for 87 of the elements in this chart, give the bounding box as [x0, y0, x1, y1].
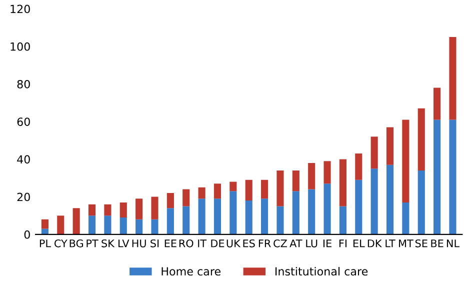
bar — [151, 196, 158, 220]
bar — [104, 204, 112, 216]
bar — [230, 191, 237, 234]
x-tick-label: BG — [70, 239, 83, 248]
x-tick-label: IT — [198, 240, 207, 248]
x-tick-label: LU — [306, 240, 318, 248]
x-tick-label: FI — [339, 240, 346, 248]
bar — [449, 36, 456, 120]
bar — [339, 159, 346, 206]
bar — [370, 136, 378, 169]
legend-label: Institutional care — [276, 266, 368, 276]
bar — [449, 120, 456, 234]
bar — [276, 170, 284, 206]
bar — [214, 198, 222, 234]
bar — [136, 219, 143, 234]
x-tick-label: HU — [132, 240, 146, 248]
x-tick-label: FR — [258, 240, 271, 248]
bar — [308, 162, 316, 190]
bar — [198, 198, 206, 234]
bar — [308, 189, 316, 234]
x-tick-label: DE — [211, 240, 224, 248]
x-tick-label: BE — [431, 240, 444, 248]
bar — [88, 204, 96, 216]
bar — [339, 206, 346, 234]
x-tick-label: LV — [118, 240, 130, 248]
bar — [245, 180, 252, 201]
bar — [198, 187, 206, 199]
bar — [292, 170, 300, 192]
x-tick-label: SK — [102, 239, 115, 248]
y-tick-label: 100 — [10, 42, 30, 51]
bar — [136, 198, 143, 220]
bar — [104, 216, 112, 234]
bar — [72, 208, 80, 234]
x-tick-label: EE — [164, 240, 176, 248]
bar — [88, 216, 96, 234]
bar — [214, 184, 222, 199]
bar — [402, 120, 410, 202]
bar — [151, 219, 158, 234]
bar — [434, 120, 441, 234]
x-tick-label: SE — [415, 239, 428, 248]
bar — [418, 170, 425, 234]
bar — [166, 208, 174, 234]
bar — [57, 216, 64, 234]
x-tick-label: LT — [386, 240, 396, 248]
bar — [166, 193, 174, 208]
y-tick-label: 60 — [17, 118, 30, 126]
x-tick-label: CZ — [274, 239, 287, 248]
x-tick-label: DK — [368, 240, 382, 248]
x-tick-label: NL — [446, 240, 460, 248]
y-tick-label: 120 — [10, 4, 30, 14]
bar — [370, 168, 378, 234]
legend-label: Home care — [162, 267, 220, 276]
bar — [324, 184, 331, 234]
bar — [434, 88, 441, 120]
x-tick-label: PL — [40, 240, 51, 248]
bar — [324, 161, 331, 184]
bar — [245, 200, 252, 234]
bar — [292, 191, 300, 234]
x-tick-label: ES — [243, 239, 255, 248]
y-tick-label: 0 — [24, 230, 30, 239]
bar — [261, 180, 268, 199]
x-tick-label: RO — [179, 239, 194, 248]
x-tick-label: SI — [150, 239, 159, 248]
y-tick-label: 80 — [17, 80, 30, 88]
y-tick-label: 40 — [17, 155, 30, 164]
x-tick-label: MT — [399, 240, 414, 248]
bar — [182, 189, 190, 206]
bar — [355, 154, 362, 180]
x-tick-label: UK — [226, 240, 241, 248]
bar — [418, 108, 425, 170]
bar — [120, 217, 127, 234]
bar — [261, 198, 268, 234]
bar — [386, 127, 394, 165]
bar — [41, 219, 48, 229]
bar — [276, 206, 284, 234]
y-tick-label: 20 — [17, 192, 30, 202]
bar — [182, 206, 190, 234]
bar — [386, 164, 394, 234]
x-tick-label: PT — [86, 240, 98, 248]
bar — [402, 202, 410, 234]
bar — [120, 202, 127, 218]
x-tick-label: AT — [290, 240, 302, 248]
bar — [230, 182, 237, 192]
x-tick-label: IE — [323, 240, 332, 248]
x-tick-label: CY — [54, 239, 68, 248]
bar — [355, 180, 362, 234]
x-tick-label: EL — [353, 240, 365, 248]
